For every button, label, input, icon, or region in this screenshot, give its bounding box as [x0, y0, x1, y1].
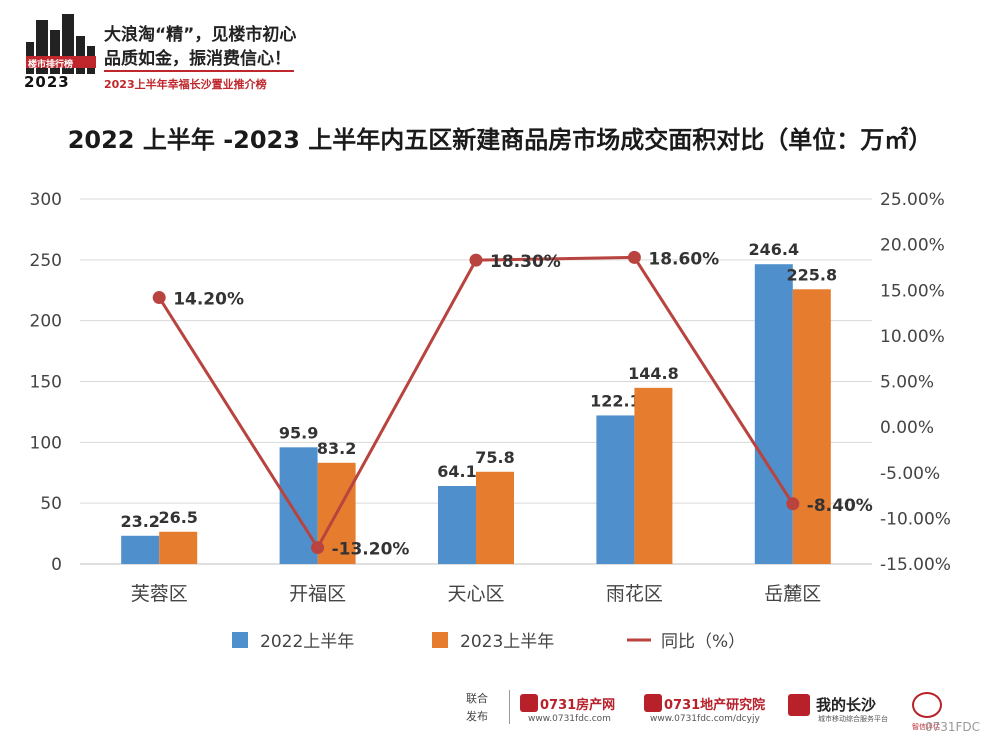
- joint-label-2: 发布: [466, 710, 488, 723]
- y-right-tick-label: -10.00%: [880, 509, 951, 529]
- legend-label: 2022上半年: [260, 632, 354, 652]
- bar-data-label: 26.5: [158, 508, 197, 527]
- x-tick-label: 岳麓区: [764, 583, 821, 605]
- bar-data-label: 95.9: [279, 423, 318, 442]
- house-logo-icon-2: [644, 694, 662, 712]
- bar-data-label: 23.2: [120, 512, 159, 531]
- bar: [121, 535, 160, 564]
- x-tick-label: 雨花区: [606, 583, 663, 605]
- y-left-tick-label: 200: [30, 312, 62, 332]
- bar: [596, 415, 635, 564]
- y-right-tick-label: 25.00%: [880, 190, 945, 210]
- line-point: [469, 253, 483, 267]
- legend-swatch: [232, 632, 248, 648]
- line-data-label: -8.40%: [807, 496, 873, 516]
- brand4-sub: 智信评估: [912, 723, 940, 731]
- brand2-url: www.0731fdc.com/dcyjy: [650, 714, 760, 724]
- y-left-tick-label: 250: [30, 251, 62, 271]
- brand1-url: www.0731fdc.com: [528, 714, 611, 724]
- chart: 0 50 100 150 200 250 300 -15.00% -10.00% -5.00% 0.…: [30, 190, 951, 652]
- joint-label-1: 联合: [466, 692, 488, 705]
- y-left-tick-label: 100: [30, 433, 62, 453]
- slogan-line1: 大浪淘“精”，见楼市初心: [104, 25, 297, 45]
- bar: [476, 471, 514, 564]
- logo-buildings-icon: 楼市排行榜: [22, 12, 100, 92]
- x-tick-label: 开福区: [289, 583, 346, 605]
- y-right-tick-label: 0.00%: [880, 418, 934, 438]
- bar-data-label: 64.1: [437, 462, 476, 481]
- corner-mark: 0731FDC: [924, 720, 980, 734]
- line-point: [311, 541, 325, 555]
- anniversary-logo-icon: [912, 692, 942, 718]
- line-data-label: -13.20%: [332, 540, 410, 560]
- brand3-sub: 城市移动综合服务平台: [818, 715, 888, 723]
- bar: [634, 387, 673, 564]
- bar-data-label: 144.8: [628, 364, 679, 383]
- y-left-tick-label: 300: [30, 190, 62, 210]
- bar-data-label: 246.4: [748, 240, 799, 259]
- y-right-tick-label: 5.00%: [880, 373, 934, 393]
- y-left-tick-label: 0: [51, 555, 62, 575]
- y-left-tick-label: 50: [40, 494, 62, 514]
- ribbon-divider: [104, 70, 294, 72]
- line-point: [786, 497, 800, 511]
- line-point: [627, 250, 641, 264]
- slogan-line2: 品质如金，振消费信心！: [104, 49, 291, 69]
- y-right-tick-label: 10.00%: [880, 327, 945, 347]
- footer-divider: [509, 690, 510, 724]
- brand2-name: 0731地产研究院: [664, 698, 766, 713]
- x-tick-label: 天心区: [447, 583, 504, 605]
- changsha-logo-icon: [788, 694, 810, 716]
- ribbon-text: 2023上半年幸福长沙置业推介榜: [104, 78, 267, 91]
- logo-caption: 楼市排行榜: [28, 60, 74, 70]
- brand1-name: 0731房产网: [540, 698, 616, 713]
- bar-data-label: 83.2: [317, 439, 356, 458]
- bar: [279, 447, 318, 564]
- bar: [438, 486, 476, 564]
- header: 楼市排行榜 2023 大浪淘“精”，见楼市初心 品质如金，振消费信心！ 2023…: [0, 0, 1000, 100]
- y-right-tick-label: 15.00%: [880, 281, 945, 301]
- y-right-tick-label: -5.00%: [880, 464, 940, 484]
- line-data-label: 14.20%: [173, 290, 244, 310]
- bar: [792, 289, 831, 564]
- line-data-label: 18.60%: [648, 249, 719, 269]
- chart-title: 2022 上半年 -2023 上半年内五区新建商品房市场成交面积对比（单位：万㎡…: [67, 126, 933, 154]
- bar: [159, 531, 198, 564]
- bar-data-label: 225.8: [786, 265, 837, 284]
- logo-year: 2023: [24, 73, 70, 91]
- house-logo-icon: [520, 694, 538, 712]
- legend-swatch: [432, 632, 448, 648]
- bar-data-label: 122.1: [590, 391, 641, 410]
- line-point: [152, 291, 166, 305]
- y-right-tick-label: -15.00%: [880, 555, 951, 575]
- legend-label: 2023上半年: [460, 632, 554, 652]
- bar: [754, 264, 793, 564]
- line-data-label: 18.30%: [490, 252, 561, 272]
- bar-data-label: 75.8: [475, 448, 514, 467]
- legend-label: 同比（%）: [661, 632, 745, 652]
- x-tick-label: 芙蓉区: [131, 583, 188, 605]
- y-right-tick-label: 20.00%: [880, 236, 945, 256]
- y-left-tick-label: 150: [30, 373, 62, 393]
- brand3-name: 我的长沙: [816, 696, 877, 714]
